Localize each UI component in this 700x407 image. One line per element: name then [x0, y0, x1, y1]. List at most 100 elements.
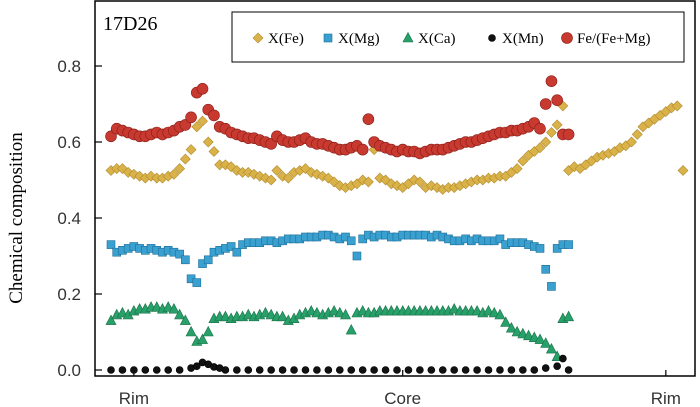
- data-point: [540, 337, 552, 348]
- data-point: [564, 240, 573, 249]
- data-point: [528, 331, 540, 343]
- data-point: [141, 366, 150, 374]
- data-point: [175, 366, 184, 374]
- legend-marker: [252, 32, 264, 44]
- legend-marker: [402, 31, 414, 43]
- data-point: [197, 115, 208, 127]
- y-tick-label: 0.4: [57, 209, 81, 228]
- data-point: [193, 362, 201, 371]
- data-point: [233, 366, 241, 374]
- data-point: [546, 127, 557, 138]
- data-point: [494, 308, 506, 320]
- data-point: [500, 316, 512, 327]
- data-point: [107, 366, 115, 374]
- data-point: [450, 366, 459, 374]
- chart-title: 17D26: [103, 13, 157, 35]
- data-point: [203, 255, 213, 265]
- data-point: [519, 366, 527, 374]
- data-point: [185, 111, 197, 124]
- data-point: [242, 308, 254, 320]
- legend-label: X(Mn): [502, 31, 544, 47]
- data-point: [105, 314, 117, 325]
- data-point: [631, 128, 643, 140]
- data-point: [488, 306, 500, 318]
- data-point: [191, 121, 203, 133]
- series-3: [107, 354, 573, 374]
- data-point: [416, 366, 424, 374]
- data-point: [523, 329, 535, 341]
- data-point: [511, 163, 523, 175]
- data-point: [130, 366, 138, 374]
- series-2: [105, 301, 575, 362]
- data-point: [551, 94, 563, 106]
- data-point: [357, 304, 369, 316]
- data-point: [517, 155, 529, 167]
- data-point: [414, 176, 426, 188]
- y-tick-label: 0.0: [57, 361, 81, 380]
- data-point: [219, 310, 231, 322]
- data-point: [259, 306, 271, 318]
- data-point: [547, 282, 556, 291]
- y-tick-label: 0.2: [57, 285, 81, 304]
- legend-marker: [488, 34, 496, 42]
- data-point: [151, 301, 163, 312]
- data-point: [671, 100, 683, 112]
- data-point: [562, 128, 575, 141]
- data-point: [185, 144, 197, 156]
- data-point: [473, 366, 481, 374]
- legend-label: X(Fe): [268, 31, 304, 47]
- data-point: [311, 306, 323, 318]
- data-point: [393, 366, 401, 374]
- legend-box: [231, 11, 685, 63]
- data-point: [202, 325, 214, 337]
- data-point: [358, 366, 367, 374]
- data-point: [541, 264, 551, 274]
- data-point: [551, 119, 563, 131]
- data-point: [174, 308, 186, 320]
- y-tick-label: 0.6: [57, 133, 81, 152]
- data-point: [530, 366, 539, 374]
- data-point: [553, 362, 561, 371]
- data-point: [179, 314, 191, 325]
- data-point: [290, 366, 298, 374]
- series-1: [106, 230, 573, 291]
- data-point: [534, 333, 546, 344]
- data-point: [505, 322, 517, 333]
- data-point: [265, 174, 277, 186]
- data-point: [346, 236, 356, 246]
- data-point: [118, 366, 127, 374]
- data-point: [541, 364, 550, 372]
- data-point: [265, 308, 277, 320]
- data-point: [545, 342, 557, 354]
- data-point: [534, 122, 546, 135]
- data-point: [496, 366, 504, 374]
- data-point: [305, 304, 317, 316]
- data-point: [221, 366, 230, 374]
- legend-label: X(Ca): [418, 31, 456, 47]
- data-point: [116, 306, 128, 318]
- data-point: [162, 301, 174, 312]
- data-point: [196, 83, 209, 95]
- data-point: [352, 251, 362, 261]
- data-point: [271, 165, 283, 176]
- data-point: [356, 143, 369, 156]
- data-point: [564, 366, 573, 374]
- data-point: [540, 136, 552, 148]
- data-point: [340, 308, 352, 320]
- legend: X(Fe) X(Mg) X(Ca) X(Mn) Fe/(Fe+Mg): [252, 31, 650, 47]
- data-point: [174, 163, 186, 175]
- data-point: [164, 366, 172, 374]
- data-point: [381, 366, 390, 374]
- y-tick-label: 0.8: [57, 57, 81, 76]
- data-point: [626, 136, 637, 148]
- legend-marker: [323, 33, 333, 43]
- data-points: [105, 75, 689, 374]
- data-point: [255, 366, 264, 374]
- y-axis: 0.0 0.2 0.4 0.6 0.8: [57, 57, 102, 380]
- data-point: [404, 366, 413, 374]
- data-point: [438, 366, 447, 374]
- data-point: [511, 325, 523, 337]
- data-point: [495, 234, 505, 244]
- data-point: [677, 165, 689, 176]
- data-point: [181, 255, 190, 265]
